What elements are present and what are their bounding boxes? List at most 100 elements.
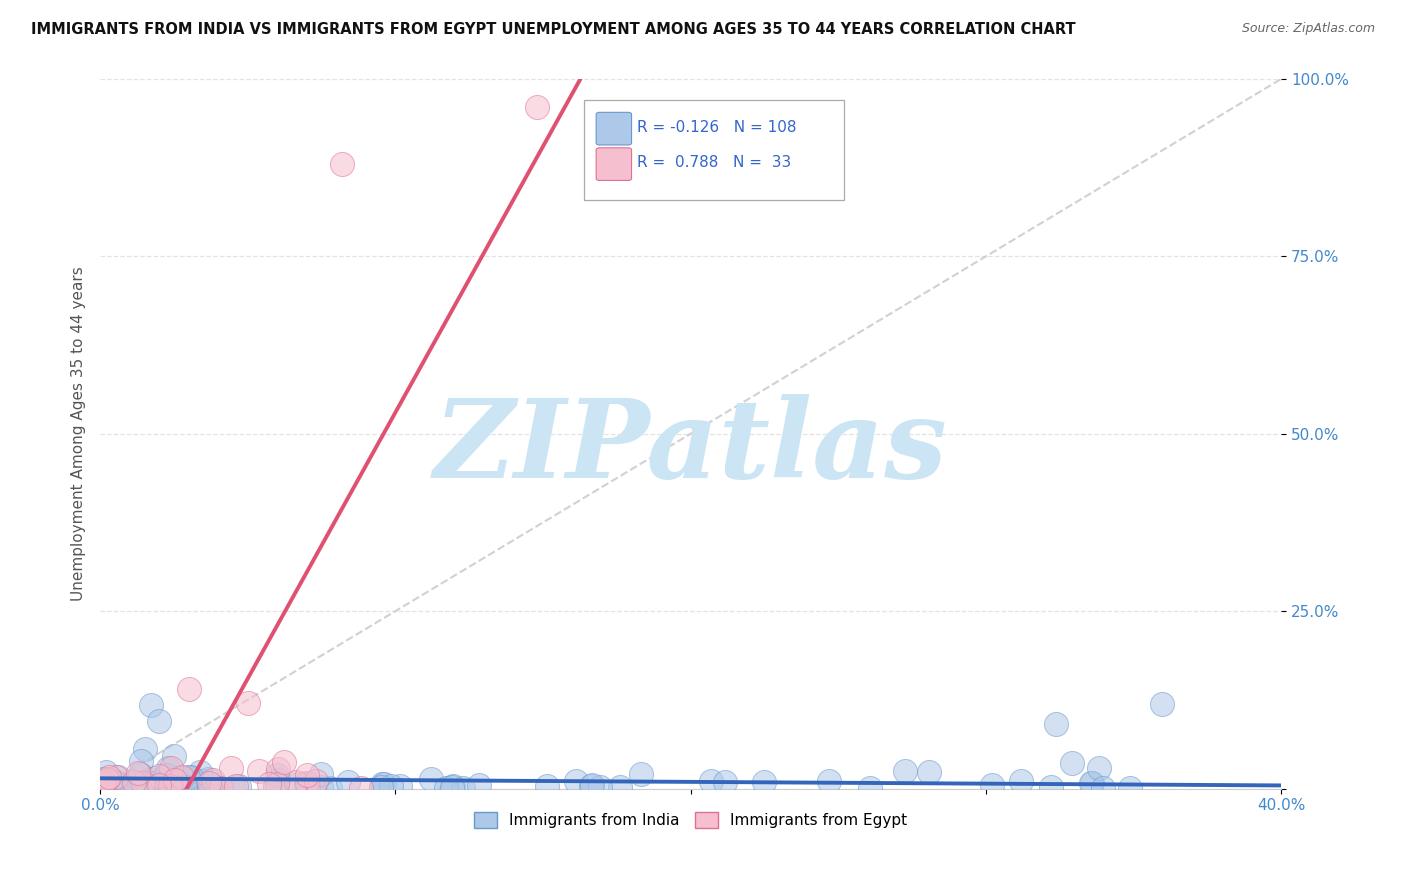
Point <box>91 777 114 791</box>
Point <box>127 765 149 780</box>
Point <box>440 780 463 794</box>
Point <box>1081 775 1104 789</box>
Point <box>581 778 603 792</box>
Point <box>170 771 193 785</box>
Point <box>209 781 232 796</box>
Point <box>1039 780 1062 794</box>
Point <box>183 778 205 792</box>
Point <box>257 777 280 791</box>
Point <box>197 772 219 787</box>
Text: IMMIGRANTS FROM INDIA VS IMMIGRANTS FROM EGYPT UNEMPLOYMENT AMONG AGES 35 TO 44 : IMMIGRANTS FROM INDIA VS IMMIGRANTS FROM… <box>31 22 1076 37</box>
Point <box>170 770 193 784</box>
FancyBboxPatch shape <box>585 100 844 200</box>
Point <box>371 777 394 791</box>
Point <box>285 775 308 789</box>
Point <box>894 764 917 778</box>
Point <box>188 765 211 780</box>
Point <box>297 776 319 790</box>
Point <box>107 771 129 785</box>
Point <box>754 775 776 789</box>
Point <box>526 100 548 114</box>
Point <box>155 768 177 782</box>
Point <box>114 780 136 795</box>
Point <box>336 775 359 789</box>
Point <box>589 780 612 794</box>
Point <box>122 774 145 789</box>
Point <box>180 770 202 784</box>
Point <box>305 774 328 789</box>
Point <box>156 760 179 774</box>
Point <box>94 765 117 780</box>
Point <box>112 779 135 793</box>
Point <box>148 778 170 792</box>
Point <box>94 777 117 791</box>
Point <box>536 779 558 793</box>
Y-axis label: Unemployment Among Ages 35 to 44 years: Unemployment Among Ages 35 to 44 years <box>72 267 86 601</box>
Point <box>319 781 342 796</box>
Point <box>468 778 491 792</box>
Point <box>129 754 152 768</box>
Text: ZIPatlas: ZIPatlas <box>433 394 948 501</box>
Point <box>165 773 187 788</box>
Point <box>1119 781 1142 796</box>
Point <box>918 764 941 779</box>
Point <box>129 780 152 794</box>
Point <box>104 776 127 790</box>
Point <box>1087 761 1109 775</box>
Point <box>609 780 631 795</box>
Point <box>579 779 602 793</box>
Point <box>134 781 156 796</box>
Point <box>434 780 457 795</box>
Point <box>1062 756 1084 771</box>
Point <box>148 714 170 728</box>
Point <box>141 780 163 794</box>
Point <box>159 779 181 793</box>
Point <box>124 780 146 794</box>
Point <box>174 780 197 794</box>
Point <box>1150 697 1173 711</box>
Point <box>143 778 166 792</box>
Point <box>143 772 166 786</box>
Point <box>122 781 145 796</box>
Point <box>128 766 150 780</box>
Point <box>134 774 156 789</box>
Point <box>134 742 156 756</box>
Legend: Immigrants from India, Immigrants from Egypt: Immigrants from India, Immigrants from E… <box>468 805 914 834</box>
Point <box>273 756 295 770</box>
Point <box>124 777 146 791</box>
Point <box>146 776 169 790</box>
Point <box>177 682 200 697</box>
Point <box>135 780 157 795</box>
Point <box>225 779 247 793</box>
Point <box>330 157 353 171</box>
Point <box>91 772 114 787</box>
Text: R = -0.126   N = 108: R = -0.126 N = 108 <box>637 120 797 135</box>
Point <box>128 780 150 795</box>
Point <box>228 779 250 793</box>
Point <box>97 770 120 784</box>
Point <box>148 769 170 783</box>
Point <box>177 770 200 784</box>
Point <box>112 780 135 795</box>
Point <box>163 749 186 764</box>
Point <box>297 780 319 795</box>
Point <box>266 772 288 787</box>
Point <box>630 767 652 781</box>
Point <box>287 777 309 791</box>
Point <box>224 780 246 794</box>
Point <box>266 762 288 776</box>
Point <box>141 698 163 713</box>
Point <box>236 697 259 711</box>
Point <box>219 761 242 775</box>
Point <box>373 777 395 791</box>
Point <box>173 775 195 789</box>
Point <box>370 780 392 795</box>
Point <box>818 773 841 788</box>
Point <box>117 781 139 796</box>
Point <box>304 781 326 796</box>
Point <box>202 772 225 787</box>
Point <box>420 772 443 786</box>
Point <box>96 772 118 786</box>
Point <box>93 774 115 789</box>
Point <box>124 777 146 791</box>
